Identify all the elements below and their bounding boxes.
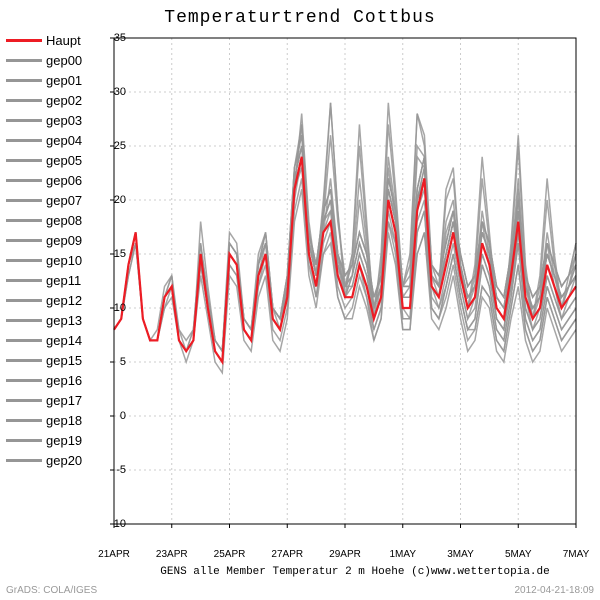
legend-swatch (6, 419, 42, 422)
legend-item: gep06 (6, 170, 82, 190)
legend-swatch (6, 199, 42, 202)
legend-label: gep12 (46, 293, 82, 308)
legend-item: gep05 (6, 150, 82, 170)
legend-swatch (6, 239, 42, 242)
legend-item: gep19 (6, 430, 82, 450)
legend-swatch (6, 179, 42, 182)
legend-item: gep18 (6, 410, 82, 430)
y-tick-label: -5 (116, 464, 126, 476)
legend-swatch (6, 59, 42, 62)
x-tick-label: 5MAY (505, 549, 532, 560)
legend-swatch (6, 299, 42, 302)
x-tick-label: 7MAY (563, 549, 590, 560)
y-tick-label: 10 (114, 302, 126, 314)
x-tick-label: 29APR (329, 549, 361, 560)
y-tick-label: 5 (120, 356, 126, 368)
x-tick-label: 1MAY (390, 549, 417, 560)
legend-swatch (6, 99, 42, 102)
y-tick-label: 20 (114, 194, 126, 206)
legend-label: gep02 (46, 93, 82, 108)
legend-label: gep17 (46, 393, 82, 408)
legend-item: gep16 (6, 370, 82, 390)
legend-item: gep13 (6, 310, 82, 330)
legend-swatch (6, 319, 42, 322)
legend-item: gep10 (6, 250, 82, 270)
legend-item: gep11 (6, 270, 82, 290)
legend-item: gep09 (6, 230, 82, 250)
x-tick-label: 27APR (271, 549, 303, 560)
legend-item: gep02 (6, 90, 82, 110)
x-tick-label: 25APR (214, 549, 246, 560)
legend-label: gep06 (46, 173, 82, 188)
legend-label: gep11 (46, 273, 81, 288)
legend-label: gep00 (46, 53, 82, 68)
legend-label: gep04 (46, 133, 82, 148)
legend-item: gep14 (6, 330, 82, 350)
legend-swatch (6, 279, 42, 282)
legend-item: gep01 (6, 70, 82, 90)
legend-label: gep05 (46, 153, 82, 168)
legend-label: gep09 (46, 233, 82, 248)
chart-title: Temperaturtrend Cottbus (0, 8, 600, 28)
legend-label: gep13 (46, 313, 82, 328)
y-tick-label: -10 (110, 518, 126, 530)
legend-item: gep20 (6, 450, 82, 470)
chart-subtitle: GENS alle Member Temperatur 2 m Hoehe (c… (110, 566, 600, 578)
y-tick-label: 0 (120, 410, 126, 422)
legend: Haupt gep00 gep01 gep02 gep03 gep04 gep05 gep06… (6, 30, 82, 470)
legend-swatch (6, 219, 42, 222)
legend-swatch (6, 439, 42, 442)
legend-swatch (6, 39, 42, 42)
credit-right: 2012-04-21-18:09 (514, 585, 594, 596)
legend-swatch (6, 339, 42, 342)
legend-item: gep07 (6, 190, 82, 210)
legend-item: gep00 (6, 50, 82, 70)
legend-swatch (6, 359, 42, 362)
legend-swatch (6, 379, 42, 382)
credit-left: GrADS: COLA/IGES (6, 585, 97, 596)
legend-item: gep08 (6, 210, 82, 230)
legend-label: gep19 (46, 433, 82, 448)
legend-item: gep04 (6, 130, 82, 150)
legend-item: gep12 (6, 290, 82, 310)
legend-swatch (6, 159, 42, 162)
legend-label: gep03 (46, 113, 82, 128)
legend-swatch (6, 459, 42, 462)
legend-swatch (6, 119, 42, 122)
legend-label: gep08 (46, 213, 82, 228)
legend-swatch (6, 139, 42, 142)
legend-label: gep14 (46, 333, 82, 348)
y-tick-label: 15 (114, 248, 126, 260)
legend-swatch (6, 79, 42, 82)
legend-label: gep01 (46, 73, 82, 88)
x-tick-label: 3MAY (447, 549, 474, 560)
legend-swatch (6, 399, 42, 402)
legend-item: gep17 (6, 390, 82, 410)
x-tick-label: 23APR (156, 549, 188, 560)
plot-area (110, 34, 580, 544)
legend-item: gep03 (6, 110, 82, 130)
x-tick-label: 21APR (98, 549, 130, 560)
y-tick-label: 30 (114, 86, 126, 98)
legend-label: gep15 (46, 353, 82, 368)
legend-label: gep20 (46, 453, 82, 468)
plot-svg (110, 34, 580, 544)
legend-label: gep16 (46, 373, 82, 388)
legend-swatch (6, 259, 42, 262)
y-tick-label: 35 (114, 32, 126, 44)
legend-item: Haupt (6, 30, 82, 50)
legend-label: gep07 (46, 193, 82, 208)
legend-label: gep10 (46, 253, 82, 268)
y-tick-label: 25 (114, 140, 126, 152)
legend-label: gep18 (46, 413, 82, 428)
legend-label: Haupt (46, 33, 81, 48)
legend-item: gep15 (6, 350, 82, 370)
